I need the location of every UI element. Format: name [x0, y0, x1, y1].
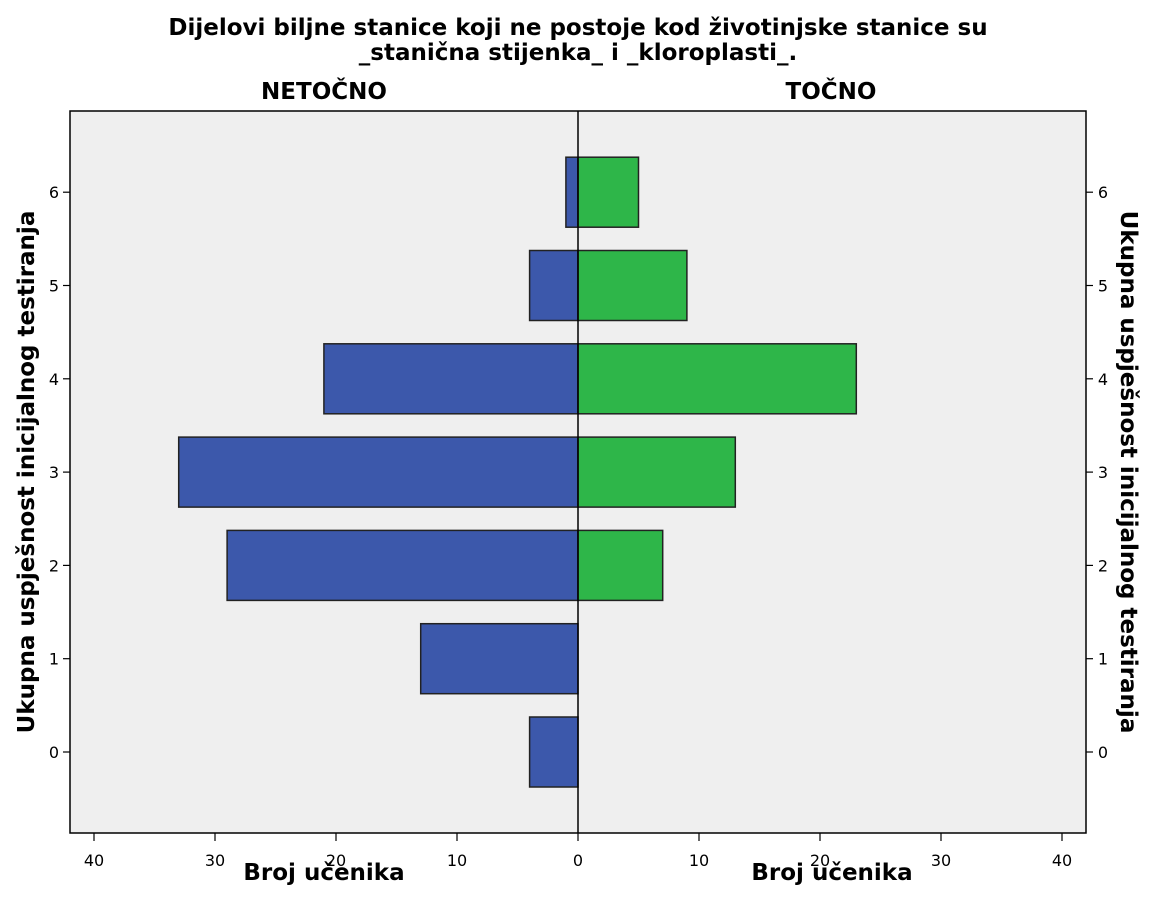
y-axis-title-left: Ukupna uspješnost inicijalnog testiranja — [14, 211, 40, 734]
x-tick-label: 30 — [205, 851, 225, 870]
bar-left-6 — [565, 156, 579, 228]
x-axis-title-left: Broj učenika — [243, 860, 404, 886]
y-tick-label-left: 4 — [49, 370, 59, 389]
x-tick-label: 40 — [84, 851, 104, 870]
x-tick-label: 10 — [689, 851, 709, 870]
y-axis-ticks: 0 0 1 1 2 2 3 3 4 4 5 5 6 6 — [49, 183, 1108, 762]
bar-left-0 — [528, 716, 579, 788]
x-tick-label: 30 — [931, 851, 951, 870]
bar-right-6 — [577, 156, 640, 228]
y-tick-label-left: 5 — [49, 277, 59, 296]
y-tick-label-right: 4 — [1098, 370, 1108, 389]
bar-right-4 — [577, 343, 858, 415]
bar-left-2 — [226, 529, 579, 602]
x-tick-label: 0 — [573, 851, 583, 870]
bar-left-1 — [419, 622, 579, 695]
bars-tocno — [577, 156, 858, 602]
bar-left-5 — [528, 249, 579, 322]
bar-right-5 — [577, 249, 688, 322]
bars-netocno — [177, 156, 579, 788]
x-tick-label: 20 — [326, 851, 346, 870]
chart-title-line-2: _stanična stijenka_ i _kloroplasti_. — [359, 40, 797, 66]
y-tick-label-left: 0 — [49, 743, 59, 762]
y-tick-label-left: 3 — [49, 463, 59, 482]
x-tick-label: 10 — [447, 851, 467, 870]
x-tick-label: 20 — [810, 851, 830, 870]
y-tick-label-left: 2 — [49, 556, 59, 575]
y-tick-label-right: 5 — [1098, 277, 1108, 296]
y-tick-label-right: 1 — [1098, 650, 1108, 669]
x-axis-ticks: 0 10 10 20 20 30 30 40 40 — [84, 833, 1072, 870]
y-tick-label-left: 1 — [49, 650, 59, 669]
panel-title-left: NETOČNO — [261, 77, 387, 105]
x-axis-title-right: Broj učenika — [751, 860, 912, 886]
panel-title-right: TOČNO — [786, 77, 877, 105]
y-tick-label-right: 6 — [1098, 183, 1108, 202]
bar-left-4 — [323, 343, 579, 415]
y-axis-title-right: Ukupna uspješnost inicijalnog testiranja — [1115, 211, 1141, 734]
bar-right-2 — [577, 529, 664, 602]
y-tick-label-right: 2 — [1098, 556, 1108, 575]
bar-left-3 — [177, 436, 579, 508]
x-tick-label: 40 — [1052, 851, 1072, 870]
y-tick-label-right: 0 — [1098, 743, 1108, 762]
y-tick-label-right: 3 — [1098, 463, 1108, 482]
y-tick-label-left: 6 — [49, 183, 59, 202]
chart-title-line-1: Dijelovi biljne stanice koji ne postoje … — [168, 15, 987, 41]
bar-right-3 — [577, 436, 737, 508]
